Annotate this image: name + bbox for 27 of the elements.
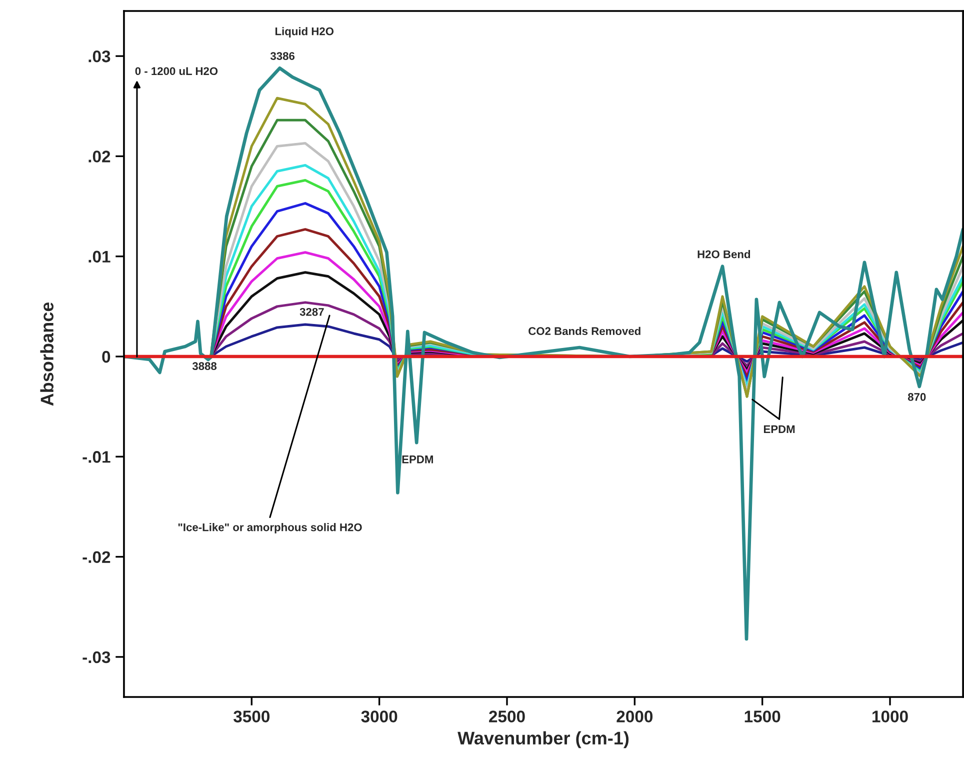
annotation: EPDM <box>764 425 795 434</box>
x-tick-label: 3000 <box>361 710 398 722</box>
y-tick-label: 0 <box>102 350 110 363</box>
annotation: CO2 Bands Removed <box>528 326 640 336</box>
x-tick-label: 1000 <box>872 710 908 722</box>
y-tick-label: .02 <box>88 150 110 162</box>
annotation: 3386 <box>270 52 295 60</box>
annotation: 3888 <box>192 362 217 370</box>
x-axis-title: Wavenumber (cm-1) <box>458 731 629 748</box>
y-tick-label: -.02 <box>82 551 110 563</box>
x-tick-label: 1500 <box>744 710 780 722</box>
y-tick-label: .03 <box>88 50 110 62</box>
x-tick-label: 3500 <box>233 710 270 722</box>
annotation: Liquid H2O <box>275 27 334 38</box>
annotation: 3287 <box>300 308 324 316</box>
annotation: "Ice-Like" or amorphous solid H2O <box>178 523 362 534</box>
annotation: 870 <box>908 393 926 401</box>
x-tick-label: 2500 <box>489 710 525 722</box>
y-tick-label: .01 <box>88 250 110 263</box>
annotation: EPDM <box>402 456 433 464</box>
annotation: 0 - 1200 uL H2O <box>135 67 218 76</box>
y-axis-title: Absorbance <box>40 302 54 406</box>
y-tick-label: -.03 <box>82 651 110 664</box>
x-tick-label: 2000 <box>616 710 653 722</box>
y-tick-label: -.01 <box>82 451 110 463</box>
line-series <box>124 66 964 641</box>
annotation: H2O Bend <box>698 250 750 258</box>
